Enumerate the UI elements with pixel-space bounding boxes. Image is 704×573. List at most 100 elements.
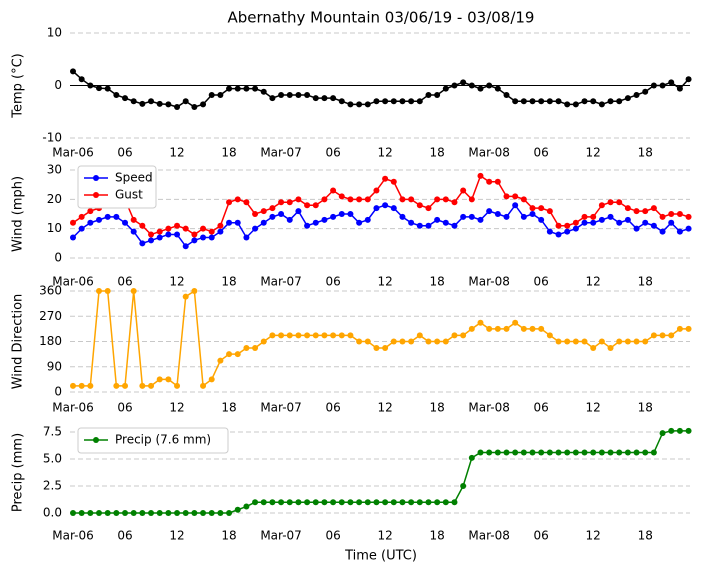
data-point [78, 76, 85, 83]
data-point [486, 178, 493, 185]
data-point [434, 91, 441, 98]
data-point [390, 338, 397, 345]
data-point [165, 510, 172, 516]
data-point [373, 98, 380, 105]
x-tick-label: Mar-06 [52, 529, 93, 543]
data-point [642, 208, 649, 215]
data-point [130, 98, 137, 105]
data-point [182, 293, 189, 300]
data-point [330, 187, 337, 194]
data-point [165, 376, 172, 383]
data-point [96, 288, 103, 294]
x-tick-label: 06 [534, 401, 549, 415]
data-point [555, 231, 562, 238]
data-point [590, 449, 597, 456]
data-point [252, 211, 259, 217]
data-point [191, 510, 198, 516]
data-point [390, 98, 397, 105]
data-point [338, 499, 345, 506]
data-point [191, 104, 198, 111]
data-point [451, 499, 458, 506]
data-point [486, 449, 493, 456]
data-point [590, 344, 597, 351]
data-point [538, 325, 545, 332]
data-point [546, 449, 553, 456]
x-tick-label: Mar-07 [260, 401, 301, 415]
data-point [243, 503, 250, 510]
data-point [373, 499, 380, 506]
data-point [416, 202, 423, 209]
data-point [373, 205, 380, 212]
data-point [425, 338, 432, 345]
data-point [104, 85, 111, 92]
data-point [451, 82, 458, 89]
data-point [234, 506, 241, 513]
y-tick-label: 2.5 [43, 479, 62, 493]
data-point [512, 98, 519, 105]
data-point [624, 95, 631, 102]
x-tick-label: 18 [221, 401, 236, 415]
data-point [373, 344, 380, 351]
data-point [217, 222, 224, 229]
data-point [685, 427, 692, 434]
data-point [416, 499, 423, 506]
data-point [512, 449, 519, 456]
data-point [659, 228, 666, 235]
data-point [546, 228, 553, 235]
data-point [87, 510, 94, 516]
data-point [217, 357, 224, 364]
x-tick-label: 18 [638, 275, 653, 289]
data-point [633, 225, 640, 232]
data-point [347, 332, 354, 339]
x-tick-label: 06 [117, 529, 132, 543]
data-point [338, 332, 345, 339]
data-point [382, 499, 389, 506]
data-point [226, 351, 233, 358]
data-point [520, 325, 527, 332]
legend-box [77, 427, 229, 454]
x-axis-label: Time (UTC) [344, 549, 417, 564]
data-point [650, 332, 657, 339]
data-point [165, 225, 172, 232]
data-point [468, 325, 475, 332]
data-point [148, 98, 155, 105]
y-tick-label: 7.5 [43, 425, 62, 439]
data-point [503, 213, 510, 220]
data-point [104, 288, 111, 294]
data-point [659, 430, 666, 437]
data-point [226, 510, 233, 516]
data-point [616, 449, 623, 456]
data-point [676, 325, 683, 332]
data-point [338, 193, 345, 200]
data-point [286, 216, 293, 223]
y-axis-label: Wind Direction [11, 294, 26, 390]
data-point [442, 196, 449, 203]
data-point [650, 222, 657, 229]
data-point [260, 88, 267, 95]
data-point [312, 499, 319, 506]
data-point [512, 319, 519, 326]
data-point [148, 510, 155, 516]
data-point [364, 196, 371, 203]
x-tick-label: 12 [586, 146, 601, 160]
data-point [330, 499, 337, 506]
data-point [278, 332, 285, 339]
x-tick-label: 18 [429, 401, 444, 415]
data-point [564, 222, 571, 229]
y-tick-label: 20 [47, 192, 62, 206]
data-point [425, 205, 432, 212]
data-point [200, 382, 207, 389]
y-tick-label: 90 [47, 359, 62, 373]
x-tick-label: 06 [325, 146, 340, 160]
data-point [122, 382, 129, 389]
x-tick-label: Mar-07 [260, 146, 301, 160]
x-tick-label: Mar-06 [52, 275, 93, 289]
data-point [494, 449, 501, 456]
data-point [295, 499, 302, 506]
data-point [364, 338, 371, 345]
data-point [122, 95, 129, 102]
data-point [182, 243, 189, 250]
data-line [72, 203, 689, 248]
data-point [269, 499, 276, 506]
data-point [529, 98, 536, 105]
